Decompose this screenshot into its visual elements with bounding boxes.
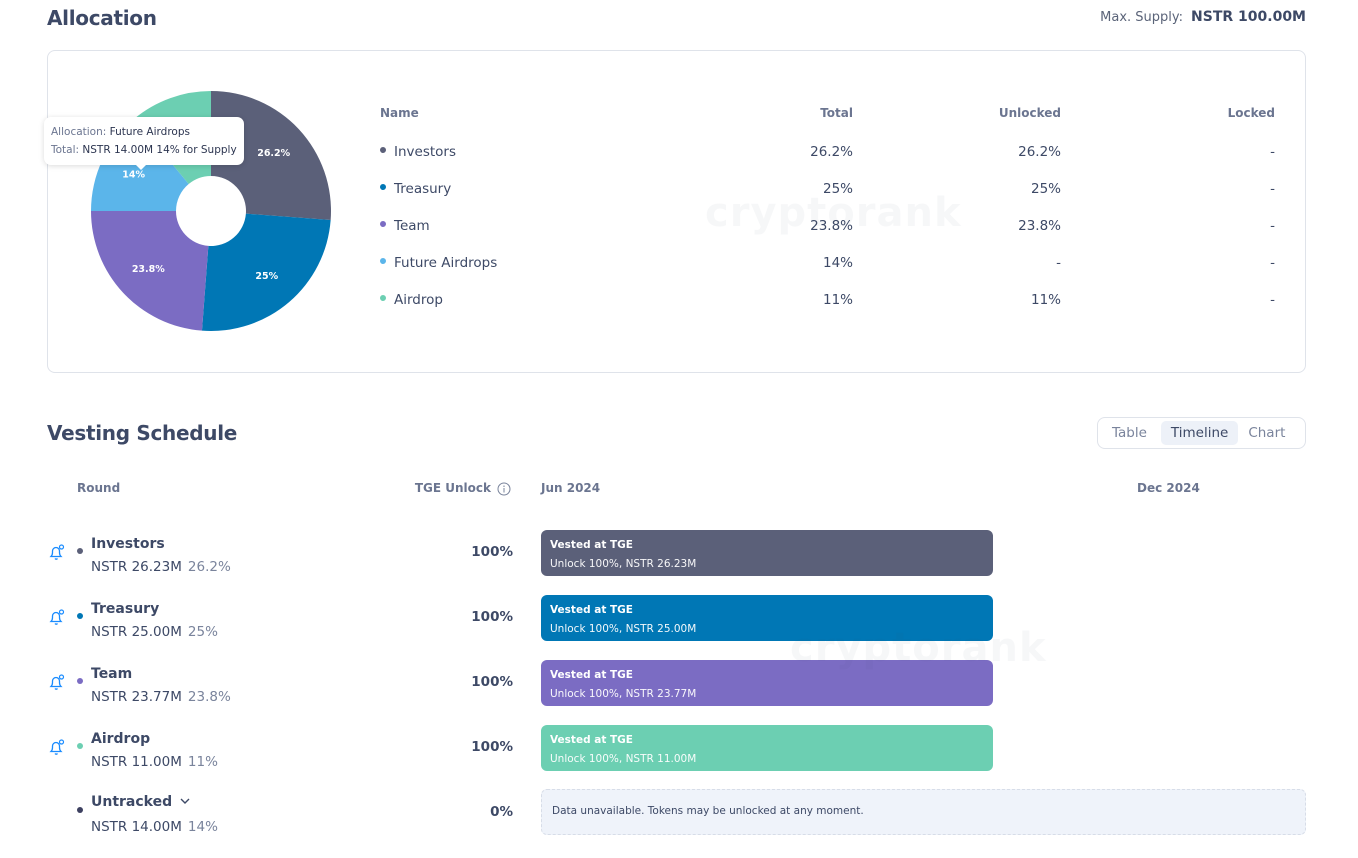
allocation-total: 14% bbox=[822, 255, 853, 271]
col-name: Name bbox=[380, 106, 419, 120]
legend-dot bbox=[380, 221, 386, 227]
col-unlocked: Unlocked bbox=[998, 106, 1061, 120]
allocation-name: Future Airdrops bbox=[394, 255, 498, 271]
col-round: Round bbox=[77, 481, 121, 495]
allocation-unlocked: 23.8% bbox=[1018, 218, 1061, 234]
allocation-total: 25% bbox=[822, 181, 853, 197]
col-total: Total bbox=[820, 106, 853, 120]
col-locked: Locked bbox=[1227, 106, 1275, 120]
tge-unlock-value: 100% bbox=[471, 674, 513, 690]
allocation-name: Investors bbox=[394, 144, 457, 160]
allocation-total: 23.8% bbox=[810, 218, 853, 234]
pie-label: 14% bbox=[122, 170, 145, 181]
allocation-name: Treasury bbox=[394, 181, 452, 197]
allocation-locked: - bbox=[1270, 181, 1275, 197]
round-name: Team bbox=[91, 666, 133, 682]
legend-dot bbox=[380, 147, 386, 153]
allocation-total: 11% bbox=[822, 292, 853, 308]
allocation-unlocked: 26.2% bbox=[1018, 144, 1061, 160]
legend-dot bbox=[380, 184, 386, 190]
chevron-down-icon bbox=[180, 798, 190, 804]
round-name: Investors bbox=[91, 536, 165, 552]
round-amount: NSTR 25.00M 25% bbox=[91, 624, 218, 640]
vesting-title: Vesting Schedule bbox=[47, 421, 238, 445]
vesting-row: Investors NSTR 26.23M 26.2% 100% Vested a… bbox=[0, 0, 993, 576]
max-supply-value: NSTR 100.00M bbox=[1191, 9, 1306, 25]
round-amount: NSTR 26.23M 26.2% bbox=[91, 559, 231, 575]
data-unavailable-message: Data unavailable. Tokens may be unlocked… bbox=[541, 789, 1306, 835]
round-name: Treasury bbox=[91, 601, 160, 617]
tge-unlock-value: 100% bbox=[471, 609, 513, 625]
watermark: cryptorank bbox=[705, 190, 962, 236]
allocation-name: Team bbox=[394, 218, 430, 234]
col-tge-unlock: TGE Unlock bbox=[414, 481, 491, 495]
pie-label: 25% bbox=[255, 271, 278, 282]
allocation-title: Allocation bbox=[47, 6, 157, 30]
round-dot bbox=[77, 742, 83, 749]
vesting-row: Treasury NSTR 25.00M 25% 100% Vested at T… bbox=[0, 0, 993, 641]
round-dot bbox=[77, 677, 83, 684]
info-icon[interactable] bbox=[497, 482, 511, 496]
bell-icon[interactable] bbox=[48, 543, 66, 565]
allocation-locked: - bbox=[1270, 218, 1275, 234]
vesting-bar[interactable]: Vested at TGE Unlock 100%, NSTR 26.23M bbox=[541, 530, 993, 576]
allocation-pie-chart: 26.2% 25% 23.8% 14% bbox=[91, 91, 331, 331]
vesting-bar[interactable]: Vested at TGE Unlock 100%, NSTR 11.00M bbox=[541, 725, 993, 771]
untracked-toggle[interactable]: Untracked bbox=[91, 794, 191, 810]
tab-timeline[interactable]: Timeline bbox=[1160, 421, 1239, 445]
round-dot bbox=[77, 547, 83, 554]
vesting-row: Airdrop NSTR 11.00M 11% 100% Vested at TG… bbox=[0, 0, 993, 771]
untracked-tge: 0% bbox=[490, 804, 513, 820]
legend-dot bbox=[380, 258, 386, 264]
tab-chart[interactable]: Chart bbox=[1248, 425, 1286, 441]
round-dot bbox=[77, 612, 83, 619]
pie-label: 26.2% bbox=[257, 148, 290, 159]
allocation-unlocked: 25% bbox=[1030, 181, 1061, 197]
allocation-total: 26.2% bbox=[810, 144, 853, 160]
timeline-start-label: Jun 2024 bbox=[541, 481, 601, 495]
timeline-mid-label: Dec 2024 bbox=[1137, 481, 1200, 495]
vesting-bar[interactable]: Vested at TGE Unlock 100%, NSTR 23.77M bbox=[541, 660, 993, 706]
view-toggle: Table Timeline Chart bbox=[1097, 417, 1306, 449]
bell-icon[interactable] bbox=[48, 738, 66, 760]
pie-slice-treasury[interactable] bbox=[201, 213, 331, 331]
allocation-unlocked: - bbox=[1056, 255, 1061, 271]
untracked-amount: NSTR 14.00M 14% bbox=[91, 819, 218, 835]
legend-dot bbox=[380, 295, 386, 301]
round-name: Airdrop bbox=[91, 731, 151, 747]
round-amount: NSTR 23.77M 23.8% bbox=[91, 689, 231, 705]
round-amount: NSTR 11.00M 11% bbox=[91, 754, 218, 770]
pie-tooltip: Allocation: Future Airdrops Total: NSTR … bbox=[44, 117, 244, 170]
max-supply: Max. Supply: NSTR 100.00M bbox=[1100, 9, 1306, 25]
bell-icon[interactable] bbox=[48, 608, 66, 630]
allocation-name: Airdrop bbox=[394, 292, 443, 308]
untracked-row: Untracked NSTR 14.00M 14% 0% Data unavail… bbox=[0, 0, 1306, 835]
vesting-bar[interactable]: Vested at TGE Unlock 100%, NSTR 25.00M bbox=[541, 595, 993, 641]
untracked-dot bbox=[77, 806, 83, 813]
allocation-locked: - bbox=[1270, 144, 1275, 160]
tge-unlock-value: 100% bbox=[471, 544, 513, 560]
allocation-card bbox=[47, 50, 1306, 373]
vesting-row: Team NSTR 23.77M 23.8% 100% Vested at TGE… bbox=[0, 0, 993, 706]
tab-table[interactable]: Table bbox=[1112, 425, 1147, 441]
tge-unlock-value: 100% bbox=[471, 739, 513, 755]
allocation-unlocked: 11% bbox=[1030, 292, 1061, 308]
allocation-locked: - bbox=[1270, 255, 1275, 271]
pie-label: 23.8% bbox=[132, 264, 165, 275]
watermark: cryptorank bbox=[790, 625, 1047, 671]
pie-slice-team[interactable] bbox=[91, 211, 209, 331]
bell-icon[interactable] bbox=[48, 673, 66, 695]
allocation-locked: - bbox=[1270, 292, 1275, 308]
